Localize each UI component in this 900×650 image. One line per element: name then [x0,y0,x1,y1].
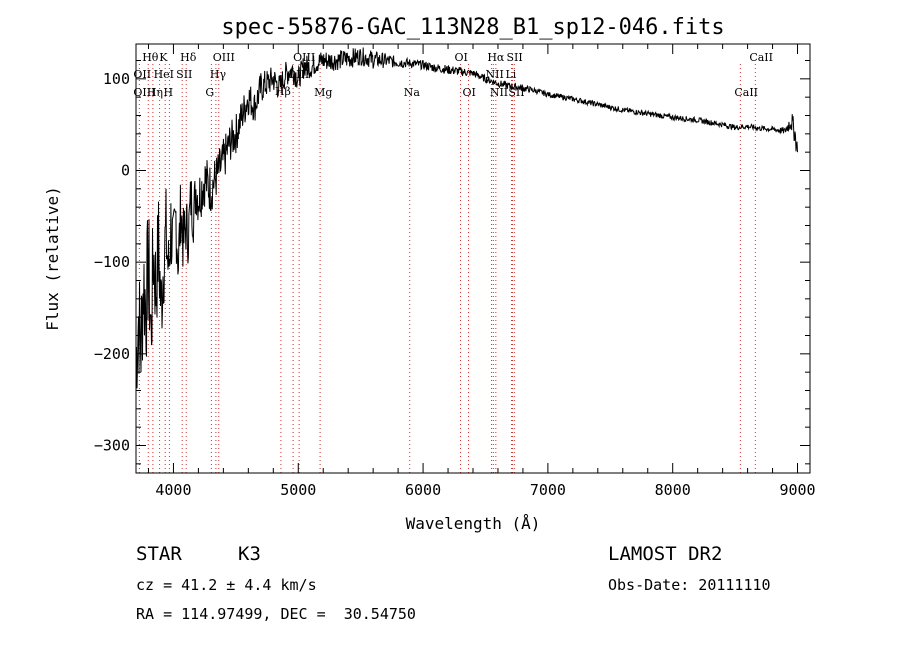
line-label-k: K [159,51,168,64]
line-label-hei: HeI [154,68,174,81]
obs-date-text: Obs-Date: 20111110 [608,576,771,594]
line-label-sii: SII [506,51,522,64]
x-axis-label: Wavelength (Å) [406,514,541,533]
line-label-hη: Hη [147,86,163,99]
y-tick-label-100: 100 [103,70,130,88]
line-label-oiii: OIII [133,86,155,99]
x-tick-label-6000: 6000 [405,481,441,499]
line-label-oi: OI [463,86,476,99]
line-label-hδ: Hδ [180,51,197,64]
y-tick-label--100: −100 [94,253,130,271]
line-label-na: Na [404,86,421,99]
object-subclass: K3 [238,543,261,565]
line-label-oiii: OIII [293,51,315,64]
y-tick-label-0: 0 [121,162,130,180]
x-tick-label-5000: 5000 [280,481,316,499]
line-label-oiii: OIII [213,51,235,64]
spectrum-line [135,47,798,389]
line-label-hγ: Hγ [210,68,227,81]
line-label-caii: CaII [734,86,758,99]
line-label-nii: NII [485,68,503,81]
x-tick-label-9000: 9000 [779,481,815,499]
line-label-li: Li [505,68,516,81]
survey-name: LAMOST DR2 [608,543,723,565]
line-label-oii: OII [133,68,151,81]
plot-frame [135,43,811,474]
line-label-hα: Hα [487,51,505,64]
x-tick-label-8000: 8000 [655,481,691,499]
x-tick-label-7000: 7000 [530,481,566,499]
y-tick-label--300: −300 [94,437,130,455]
y-tick-label--200: −200 [94,345,130,363]
line-label-g: G [205,86,214,99]
coords-text: RA = 114.97499, DEC = 30.54750 [136,605,416,623]
line-label-nii: NII [490,86,508,99]
line-label-h: H [163,86,173,99]
redshift-text: cz = 41.2 ± 4.4 km/s [136,576,317,594]
line-label-mg: Mg [314,86,332,99]
chart-title: spec-55876-GAC_113N28_B1_sp12-046.fits [221,15,724,40]
line-label-sii: SII [176,68,192,81]
x-tick-label-4000: 4000 [155,481,191,499]
line-label-hθ: Hθ [142,51,159,64]
line-label-oi: OI [455,51,468,64]
line-label-caii: CaII [749,51,773,64]
object-class: STAR [136,543,182,565]
y-axis-label: Flux (relative) [43,186,62,331]
